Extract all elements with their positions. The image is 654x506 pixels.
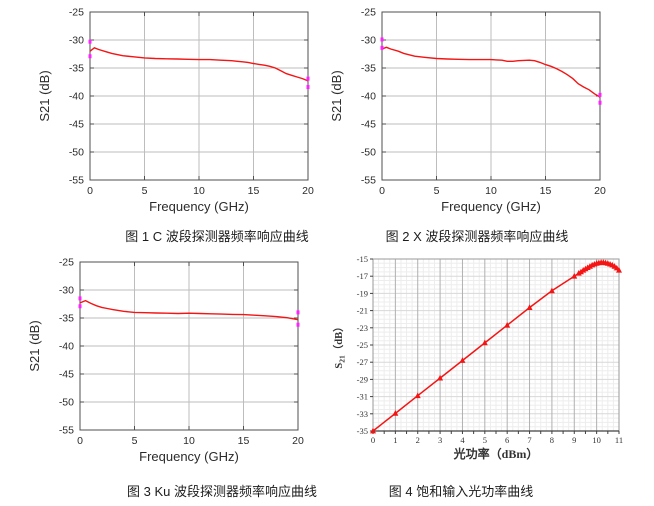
svg-text:0: 0 xyxy=(87,185,93,197)
figure-2-caption: 图 2 X 波段探测器频率响应曲线 xyxy=(385,229,569,244)
svg-text:光功率（dBm）: 光功率（dBm） xyxy=(453,446,539,461)
svg-text:8: 8 xyxy=(550,435,554,445)
s21-frequency-chart-ku-band: -55 -50 -45 -40 -35 -30 -25 0 5 10 15 20 Frequency (… xyxy=(27,257,304,465)
svg-text:-50: -50 xyxy=(361,147,376,159)
svg-text:1: 1 xyxy=(393,435,397,445)
svg-text:Frequency (GHz): Frequency (GHz) xyxy=(441,199,541,214)
svg-text:-45: -45 xyxy=(361,119,376,131)
svg-text:-35: -35 xyxy=(357,426,368,436)
svg-text:-31: -31 xyxy=(357,392,368,402)
svg-text:15: 15 xyxy=(238,435,250,447)
svg-text:10: 10 xyxy=(592,435,601,445)
svg-text:20: 20 xyxy=(292,435,304,447)
svg-text:-25: -25 xyxy=(69,7,84,19)
svg-text:-30: -30 xyxy=(59,285,74,297)
svg-text:-25: -25 xyxy=(357,340,368,350)
svg-text:15: 15 xyxy=(248,185,260,197)
svg-text:5: 5 xyxy=(434,185,440,197)
svg-text:20: 20 xyxy=(302,185,314,197)
svg-text:11: 11 xyxy=(615,435,623,445)
s21-frequency-chart-x-band: -55 -50 -45 -40 -35 -30 -25 0 5 10 15 20 Frequency (… xyxy=(329,7,606,215)
svg-text:-55: -55 xyxy=(361,175,376,187)
svg-text:-35: -35 xyxy=(59,313,74,325)
svg-text:-40: -40 xyxy=(361,91,376,103)
svg-text:-33: -33 xyxy=(357,409,368,419)
svg-text:10: 10 xyxy=(193,185,205,197)
svg-text:0: 0 xyxy=(379,185,385,197)
svg-text:7: 7 xyxy=(527,435,531,445)
svg-text:10: 10 xyxy=(183,435,195,447)
svg-text:-35: -35 xyxy=(361,63,376,75)
svg-text:-55: -55 xyxy=(59,425,74,437)
svg-text:3: 3 xyxy=(438,435,442,445)
svg-text:0: 0 xyxy=(371,435,375,445)
svg-text:-29: -29 xyxy=(357,374,368,384)
svg-text:-40: -40 xyxy=(69,91,84,103)
svg-text:-15: -15 xyxy=(357,254,368,264)
svg-text:-50: -50 xyxy=(59,397,74,409)
svg-text:-30: -30 xyxy=(361,35,376,47)
svg-text:Frequency (GHz): Frequency (GHz) xyxy=(149,199,249,214)
svg-text:-40: -40 xyxy=(59,341,74,353)
svg-text:10: 10 xyxy=(485,185,497,197)
svg-text:S21 (dB): S21 (dB) xyxy=(27,320,42,371)
svg-text:-45: -45 xyxy=(69,119,84,131)
svg-text:-23: -23 xyxy=(357,323,368,333)
svg-text:0: 0 xyxy=(77,435,83,447)
svg-text:9: 9 xyxy=(572,435,576,445)
svg-text:15: 15 xyxy=(540,185,552,197)
svg-text:20: 20 xyxy=(594,185,606,197)
svg-text:S21（dB）: S21（dB） xyxy=(332,321,347,368)
svg-text:S21 (dB): S21 (dB) xyxy=(329,70,344,121)
svg-text:-25: -25 xyxy=(361,7,376,19)
svg-text:Frequency (GHz): Frequency (GHz) xyxy=(139,449,239,464)
svg-text:-55: -55 xyxy=(69,175,84,187)
svg-text:-35: -35 xyxy=(69,63,84,75)
svg-text:-21: -21 xyxy=(357,306,368,316)
figure-1-caption: 图 1 C 波段探测器频率响应曲线 xyxy=(125,229,309,244)
svg-text:-50: -50 xyxy=(69,147,84,159)
svg-text:5: 5 xyxy=(483,435,487,445)
s21-frequency-chart-c-band: -55 -50 -45 -40 -35 -30 -25 0 5 10 15 20 Frequency (… xyxy=(37,7,314,215)
svg-text:-17: -17 xyxy=(357,271,368,281)
svg-text:-45: -45 xyxy=(59,369,74,381)
saturation-optical-power-chart: -35 -33 -31 -29 -27 -25 -23 -21 -19 -17 -15 0 1 2 3 4 5 6… xyxy=(332,254,623,461)
figure-4-caption: 图 4 饱和输入光功率曲线 xyxy=(388,484,534,499)
svg-text:-19: -19 xyxy=(357,288,368,298)
svg-text:2: 2 xyxy=(416,435,420,445)
svg-text:6: 6 xyxy=(505,435,509,445)
svg-text:-30: -30 xyxy=(69,35,84,47)
figure-3-caption: 图 3 Ku 波段探测器频率响应曲线 xyxy=(127,484,317,499)
svg-text:-25: -25 xyxy=(59,257,74,269)
svg-text:S21 (dB): S21 (dB) xyxy=(37,70,52,121)
svg-text:5: 5 xyxy=(132,435,138,447)
svg-text:-27: -27 xyxy=(357,357,368,367)
svg-text:5: 5 xyxy=(142,185,148,197)
svg-text:4: 4 xyxy=(460,435,465,445)
